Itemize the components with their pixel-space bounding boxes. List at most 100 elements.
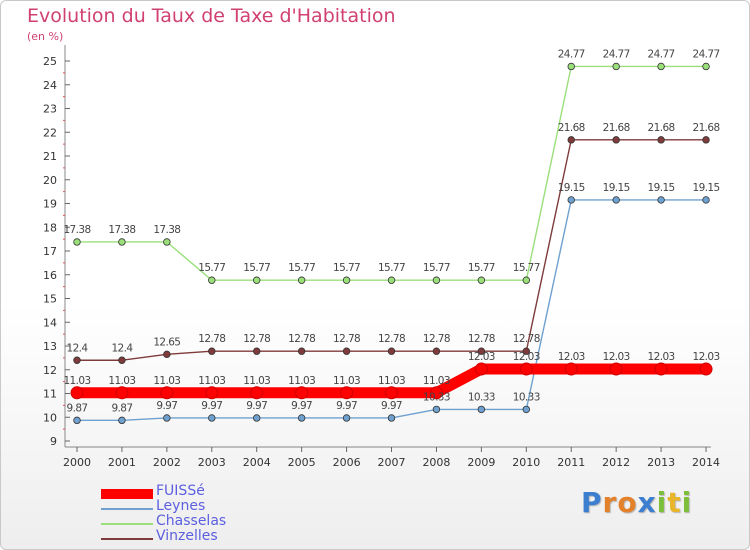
data-point [702, 196, 710, 204]
data-point [519, 362, 533, 376]
data-label: 11.03 [423, 375, 450, 387]
data-label: 10.33 [513, 391, 540, 403]
y-tick-label: 10 [43, 411, 57, 424]
data-label: 21.68 [603, 122, 630, 134]
data-point [699, 362, 713, 376]
data-point [205, 386, 219, 400]
data-label: 9.97 [336, 400, 357, 412]
data-point [342, 414, 351, 422]
data-point [253, 347, 261, 355]
data-label: 9.97 [246, 400, 267, 412]
y-tick-label: 16 [43, 269, 57, 282]
data-label: 11.03 [153, 375, 180, 387]
data-point [657, 136, 665, 144]
legend-item: FUISSé [101, 483, 301, 500]
legend-label: Vinzelles [156, 528, 218, 544]
data-label: 12.03 [603, 351, 630, 363]
x-tick-label: 2001 [108, 456, 136, 469]
data-label: 21.68 [558, 122, 585, 134]
data-point [253, 414, 261, 422]
legend-item: Vinzelles [101, 528, 301, 545]
data-label: 9.87 [67, 402, 88, 414]
data-label: 12.4 [67, 342, 89, 354]
y-tick-label: 24 [43, 79, 57, 92]
data-label: 21.68 [692, 122, 719, 134]
data-label: 11.03 [288, 375, 315, 387]
series-line [76, 139, 707, 361]
data-point [208, 347, 216, 355]
data-point [657, 62, 665, 71]
data-point [118, 238, 126, 246]
data-label: 15.77 [333, 262, 360, 274]
data-label: 19.15 [558, 182, 585, 194]
data-point [702, 62, 710, 71]
data-label: 24.77 [648, 48, 675, 60]
legend-label: Chasselas [156, 513, 227, 529]
data-point [432, 405, 441, 414]
x-tick-label: 2012 [602, 456, 630, 469]
x-tick-label: 2007 [378, 456, 406, 469]
data-point [342, 347, 351, 355]
x-tick-label: 2011 [557, 456, 585, 469]
data-point [612, 136, 620, 144]
y-tick-label: 25 [43, 55, 57, 68]
x-tick-label: 2008 [422, 456, 450, 469]
legend-swatch [101, 523, 153, 525]
data-label: 15.77 [243, 262, 270, 274]
legend-item: Chasselas [101, 513, 301, 530]
y-tick-label: 21 [43, 150, 57, 163]
data-label: 12.78 [243, 333, 270, 345]
y-tick-label: 20 [43, 174, 57, 187]
data-label: 19.15 [603, 182, 630, 194]
data-label: 12.03 [468, 351, 495, 363]
data-point [564, 362, 578, 376]
data-label: 24.77 [603, 48, 630, 60]
data-point [654, 362, 668, 376]
legend-label: FUISSé [156, 483, 205, 499]
data-point [567, 196, 575, 204]
data-point [118, 416, 126, 425]
data-point [522, 405, 530, 414]
data-point [163, 414, 171, 422]
data-label: 15.77 [468, 262, 495, 274]
data-point [567, 62, 575, 71]
data-point [477, 347, 486, 355]
x-tick-label: 2005 [288, 456, 316, 469]
data-point [160, 386, 174, 400]
x-tick-label: 2003 [198, 456, 226, 469]
data-label: 10.33 [423, 391, 450, 403]
data-point [612, 196, 620, 204]
data-point [702, 136, 710, 144]
chart-title: Evolution du Taux de Taxe d'Habitation [27, 5, 396, 27]
legend-label: Leynes [156, 498, 206, 514]
legend-swatch [101, 508, 153, 510]
data-point [429, 386, 443, 400]
x-tick-label: 2006 [333, 456, 361, 469]
data-point [432, 276, 441, 284]
y-tick-label: 11 [43, 388, 57, 401]
data-point [250, 386, 264, 400]
data-label: 11.03 [243, 375, 270, 387]
data-point [118, 356, 126, 364]
data-point [522, 347, 530, 355]
data-label: 15.77 [378, 262, 405, 274]
data-label: 17.38 [153, 224, 180, 236]
y-tick-label: 19 [43, 198, 57, 211]
data-label: 17.38 [108, 224, 135, 236]
data-label: 11.03 [198, 375, 225, 387]
data-label: 12.78 [198, 333, 225, 345]
data-label: 11.03 [378, 375, 405, 387]
data-point [657, 196, 665, 204]
legend-item: Leynes [101, 498, 301, 515]
data-label: 15.77 [423, 262, 450, 274]
data-label: 10.33 [468, 391, 495, 403]
data-label: 12.78 [423, 333, 450, 345]
data-point [297, 276, 306, 284]
data-label: 21.68 [648, 122, 675, 134]
data-label: 12.65 [153, 336, 180, 348]
data-label: 12.03 [513, 351, 540, 363]
data-point [385, 386, 399, 400]
data-label: 9.97 [381, 400, 402, 412]
